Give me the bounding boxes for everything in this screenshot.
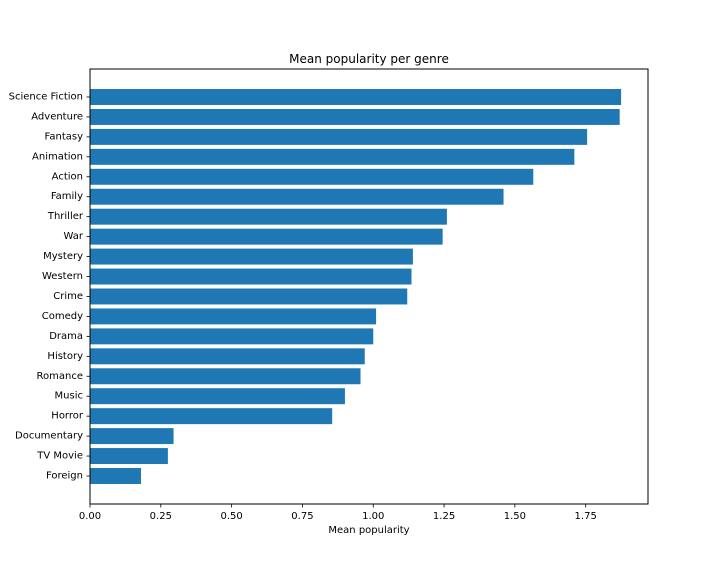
y-tick-label: Drama: [49, 331, 83, 342]
bar: [90, 128, 588, 145]
y-tick-label: Western: [42, 271, 83, 282]
y-tick-label: Horror: [51, 411, 84, 422]
bar: [90, 448, 168, 465]
bar: [90, 268, 412, 285]
x-tick-label: 1.25: [433, 511, 455, 522]
y-tick-label: Fantasy: [45, 131, 84, 142]
y-tick-label: Action: [52, 171, 83, 182]
x-tick-label: 0.75: [291, 511, 313, 522]
y-tick-label: Mystery: [43, 251, 83, 262]
y-tick-label: Science Fiction: [9, 92, 83, 103]
y-tick-label: Romance: [37, 371, 83, 382]
chart-title: Mean popularity per genre: [289, 52, 449, 66]
x-tick-label: 1.00: [362, 511, 384, 522]
bar: [90, 168, 534, 185]
y-tick-label: Thriller: [47, 211, 84, 222]
y-tick-label: Comedy: [42, 311, 83, 322]
plot-area-frame: [89, 68, 649, 505]
x-axis-label: Mean popularity: [328, 525, 409, 536]
bar: [90, 328, 374, 345]
bar: [90, 188, 504, 205]
bar: [90, 388, 345, 405]
x-tick-label: 0.25: [150, 511, 172, 522]
bar: [90, 248, 413, 265]
bar: [90, 288, 408, 305]
bar: [90, 348, 365, 365]
bars-group: [90, 89, 622, 484]
bar: [90, 408, 333, 425]
y-tick-label: Family: [51, 191, 83, 202]
bar: [90, 428, 174, 445]
x-axis-ticks: 0.00 0.25 0.50 0.75 1.00 1.25 1.50 1.75: [79, 504, 597, 522]
bar: [90, 468, 141, 484]
y-tick-label: Foreign: [46, 471, 83, 482]
bar: [90, 148, 575, 165]
bar: [90, 228, 443, 245]
bar: [90, 308, 377, 325]
bar: [90, 208, 447, 225]
x-tick-label: 1.50: [504, 511, 526, 522]
y-axis-ticks: Science Fiction Adventure Fantasy Animation…: [9, 92, 90, 482]
y-tick-label: Adventure: [31, 111, 83, 122]
y-tick-label: Animation: [32, 151, 83, 162]
y-tick-label: Music: [55, 391, 83, 402]
x-tick-label: 0.50: [220, 511, 242, 522]
y-tick-label: War: [64, 231, 84, 242]
bar: [90, 89, 622, 105]
y-tick-label: History: [47, 351, 83, 362]
y-tick-label: TV Movie: [36, 451, 83, 462]
bar: [90, 108, 620, 125]
y-tick-label: Crime: [53, 291, 83, 302]
bar: [90, 368, 361, 385]
x-tick-label: 1.75: [575, 511, 597, 522]
x-tick-label: 0.00: [79, 511, 101, 522]
y-tick-label: Documentary: [15, 431, 83, 442]
